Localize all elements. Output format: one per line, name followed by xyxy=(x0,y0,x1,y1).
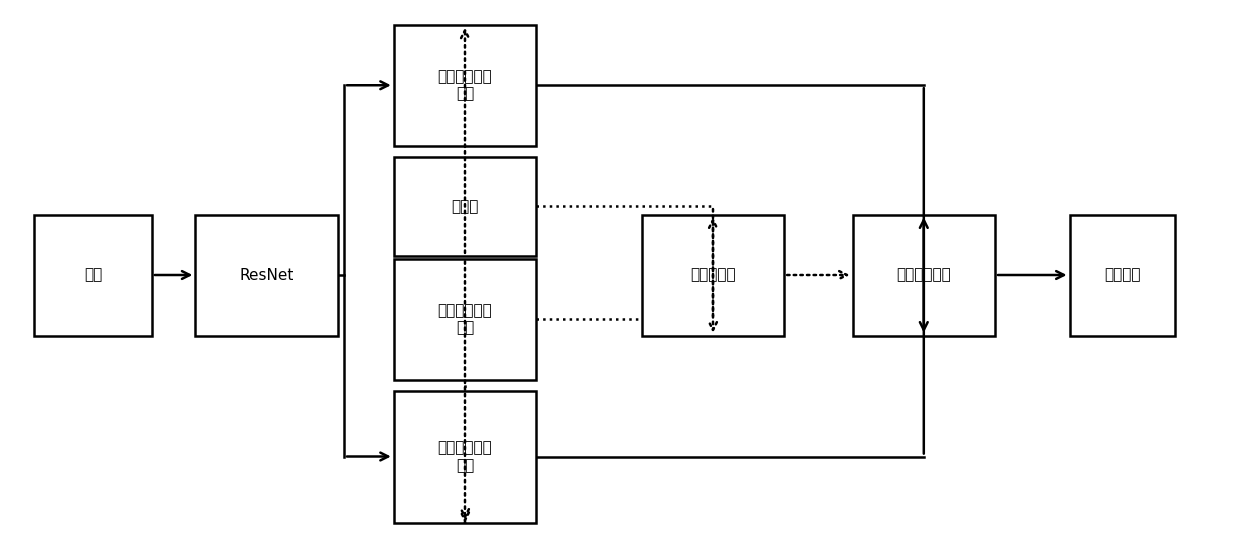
Bar xyxy=(394,258,536,380)
Text: 局部区域亲和
算法: 局部区域亲和 算法 xyxy=(438,303,492,335)
Text: 关键部位联系
模块: 关键部位联系 模块 xyxy=(438,441,492,472)
Text: ResNet: ResNet xyxy=(239,267,294,283)
Text: 人体姿势: 人体姿势 xyxy=(1104,267,1141,283)
Bar xyxy=(196,214,337,336)
Text: 匈牙利算法: 匈牙利算法 xyxy=(691,267,735,283)
Text: 关键部位定位
模块: 关键部位定位 模块 xyxy=(438,69,492,101)
Bar xyxy=(394,390,536,522)
Bar xyxy=(853,214,994,336)
Bar xyxy=(394,25,536,146)
Bar xyxy=(394,157,536,256)
Bar xyxy=(642,214,784,336)
Text: 图像: 图像 xyxy=(84,267,102,283)
Text: 置信图: 置信图 xyxy=(451,199,479,214)
Text: 肢体匹配模块: 肢体匹配模块 xyxy=(897,267,951,283)
Bar xyxy=(33,214,151,336)
Bar xyxy=(1069,214,1174,336)
